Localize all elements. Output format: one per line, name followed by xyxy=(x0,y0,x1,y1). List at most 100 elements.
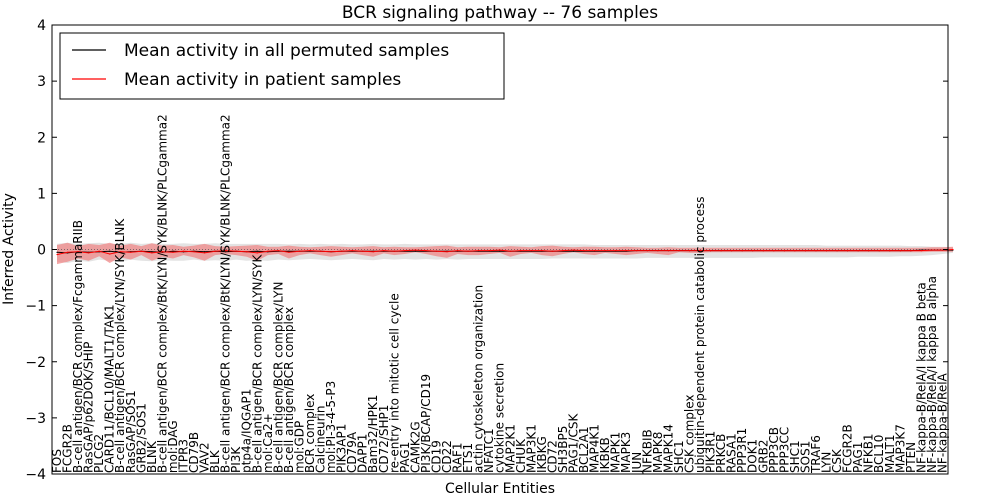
x-tick-label: CD79A xyxy=(345,431,359,473)
x-tick-label: PIK3AP1 xyxy=(335,424,349,473)
y-axis: −4 −3 −2 −1 0 1 2 3 4 xyxy=(25,18,948,483)
patient-mean-point xyxy=(225,250,227,252)
x-tick-label: B-cell antigen/BCR complex/FcgammaRIIB xyxy=(71,220,85,473)
permuted-mean-point xyxy=(414,250,416,252)
patient-mean-point xyxy=(383,250,385,252)
x-tick-label: SHC1 xyxy=(672,440,686,473)
permuted-mean-point xyxy=(151,251,153,253)
x-tick-label: PRKCB xyxy=(714,434,728,473)
x-tick-label: BCL10 xyxy=(872,435,886,473)
x-tick-label: CD22 xyxy=(440,440,454,473)
patient-mean-point xyxy=(309,250,311,252)
patient-mean-point xyxy=(762,250,764,252)
x-tick-label: B-cell antigen/BCR complex/BtK/LYN/SYK/B… xyxy=(219,114,233,473)
patient-mean-point xyxy=(140,250,142,252)
plot-area xyxy=(51,24,954,475)
x-tick-label: MAPK8 xyxy=(651,432,665,473)
x-tick-label: DAPP1 xyxy=(356,434,370,473)
permuted-mean-point xyxy=(109,250,111,252)
x-tick-label: IKBKB xyxy=(598,437,612,473)
patient-mean-point xyxy=(393,250,395,252)
x-tick-label: MAP3K1 xyxy=(524,424,538,473)
patient-mean-point xyxy=(572,249,575,251)
x-tick-label: PI3K xyxy=(229,446,243,473)
x-tick-label: CSK xyxy=(830,448,844,473)
patient-mean-point xyxy=(530,250,532,252)
permuted-mean-point xyxy=(288,250,290,252)
x-tick-label: ptp4a/IQGAP1 xyxy=(240,389,254,473)
patient-mean-point xyxy=(646,250,648,252)
x-tick-label: SHC1 xyxy=(788,440,802,473)
x-tick-label: CHUK xyxy=(514,438,528,473)
patient-mean-point xyxy=(435,250,438,252)
patient-mean-point xyxy=(604,250,606,252)
x-tick-label: cytokine secretion xyxy=(493,363,507,473)
patient-mean-point xyxy=(256,252,258,254)
patient-mean-point xyxy=(446,251,448,253)
patient-mean-point xyxy=(193,251,195,253)
patient-mean-point xyxy=(414,249,416,251)
patient-mean-point xyxy=(910,250,912,252)
x-tick-label: PLCG2 xyxy=(92,434,106,473)
x-tick-label: MAP2K1 xyxy=(503,424,517,473)
x-tick-label: JUN xyxy=(630,452,644,474)
patient-mean-point xyxy=(625,250,627,252)
chart-title: BCR signaling pathway -- 76 samples xyxy=(342,3,658,23)
x-tick-label: PPP3CB xyxy=(767,427,781,473)
x-tick-label: mol:GDP xyxy=(292,421,306,473)
patient-mean-point xyxy=(77,251,79,253)
x-tick-label: MAPK1 xyxy=(609,432,623,473)
y-tick-label: 3 xyxy=(37,74,46,90)
patient-mean-point xyxy=(488,250,490,252)
x-tick-label: ETS1 xyxy=(461,443,475,473)
x-tick-label: Calcineurin xyxy=(314,406,328,473)
patient-mean-point xyxy=(182,250,185,252)
patient-mean-point xyxy=(203,252,206,254)
x-tick-label: NF-kappa-B/RelA/I kappa B alpha xyxy=(925,276,939,473)
patient-mean-point xyxy=(952,248,954,251)
permuted-mean-point xyxy=(203,251,206,253)
patient-mean-point xyxy=(688,250,691,252)
x-tick-label: PTEN xyxy=(904,442,918,473)
x-tick-label: B-cell antigen/BCR complex/BtK/LYN/SYK/B… xyxy=(155,114,169,473)
x-tick-label: PAG1/CSK xyxy=(567,413,581,473)
x-tick-label: MALT1 xyxy=(883,434,897,473)
x-tick-label: RasGAP/p62DOK/SHIP xyxy=(82,342,96,473)
patient-mean-point xyxy=(341,250,343,252)
patient-mean-point xyxy=(931,249,933,251)
patient-mean-point xyxy=(889,250,891,252)
x-tick-label: PPP3CC xyxy=(777,427,791,473)
patient-mean-point xyxy=(351,250,353,252)
x-tick-label: NFKB1 xyxy=(862,433,876,473)
patient-mean-point xyxy=(478,250,480,252)
x-tick-label: ubiquitin-dependent protein catabolic pr… xyxy=(693,197,707,473)
x-tick-label: B-cell antigen/BCR complex xyxy=(282,307,296,473)
patient-mean-point xyxy=(868,250,870,252)
patient-mean-point xyxy=(846,250,849,252)
x-tick-label: GRB2/SOS1 xyxy=(134,403,148,473)
x-tick-label: re-entry into mitotic cell cycle xyxy=(387,293,401,473)
patient-mean-point xyxy=(551,250,554,252)
patient-mean-point xyxy=(520,250,522,252)
x-tick-label: DOK1 xyxy=(746,439,760,473)
x-tick-label: NF-kappa-B/RelA/I kappa B beta xyxy=(914,282,928,473)
x-tick-label: BLNK xyxy=(145,440,159,473)
patient-mean-point xyxy=(499,249,501,251)
x-tick-label: MAP3K7 xyxy=(893,424,907,473)
patient-mean-point xyxy=(878,250,880,252)
x-tick-label: RasGAP/SOS1 xyxy=(124,390,138,473)
patient-mean-point xyxy=(467,250,469,252)
y-tick-label: −4 xyxy=(25,467,46,483)
patient-mean-point xyxy=(541,250,543,252)
x-tick-label: CSK complex xyxy=(683,394,697,473)
patient-mean-point xyxy=(362,250,364,252)
x-tick-label: IKBKG xyxy=(535,436,549,473)
patient-mean-point xyxy=(562,250,564,252)
permuted-mean-point xyxy=(56,251,58,253)
patient-mean-point xyxy=(657,250,659,252)
patient-mean-point xyxy=(130,251,132,253)
patient-mean-point xyxy=(425,250,427,252)
x-tick-label: RASA1 xyxy=(725,433,739,473)
permuted-mean-point xyxy=(499,250,501,252)
